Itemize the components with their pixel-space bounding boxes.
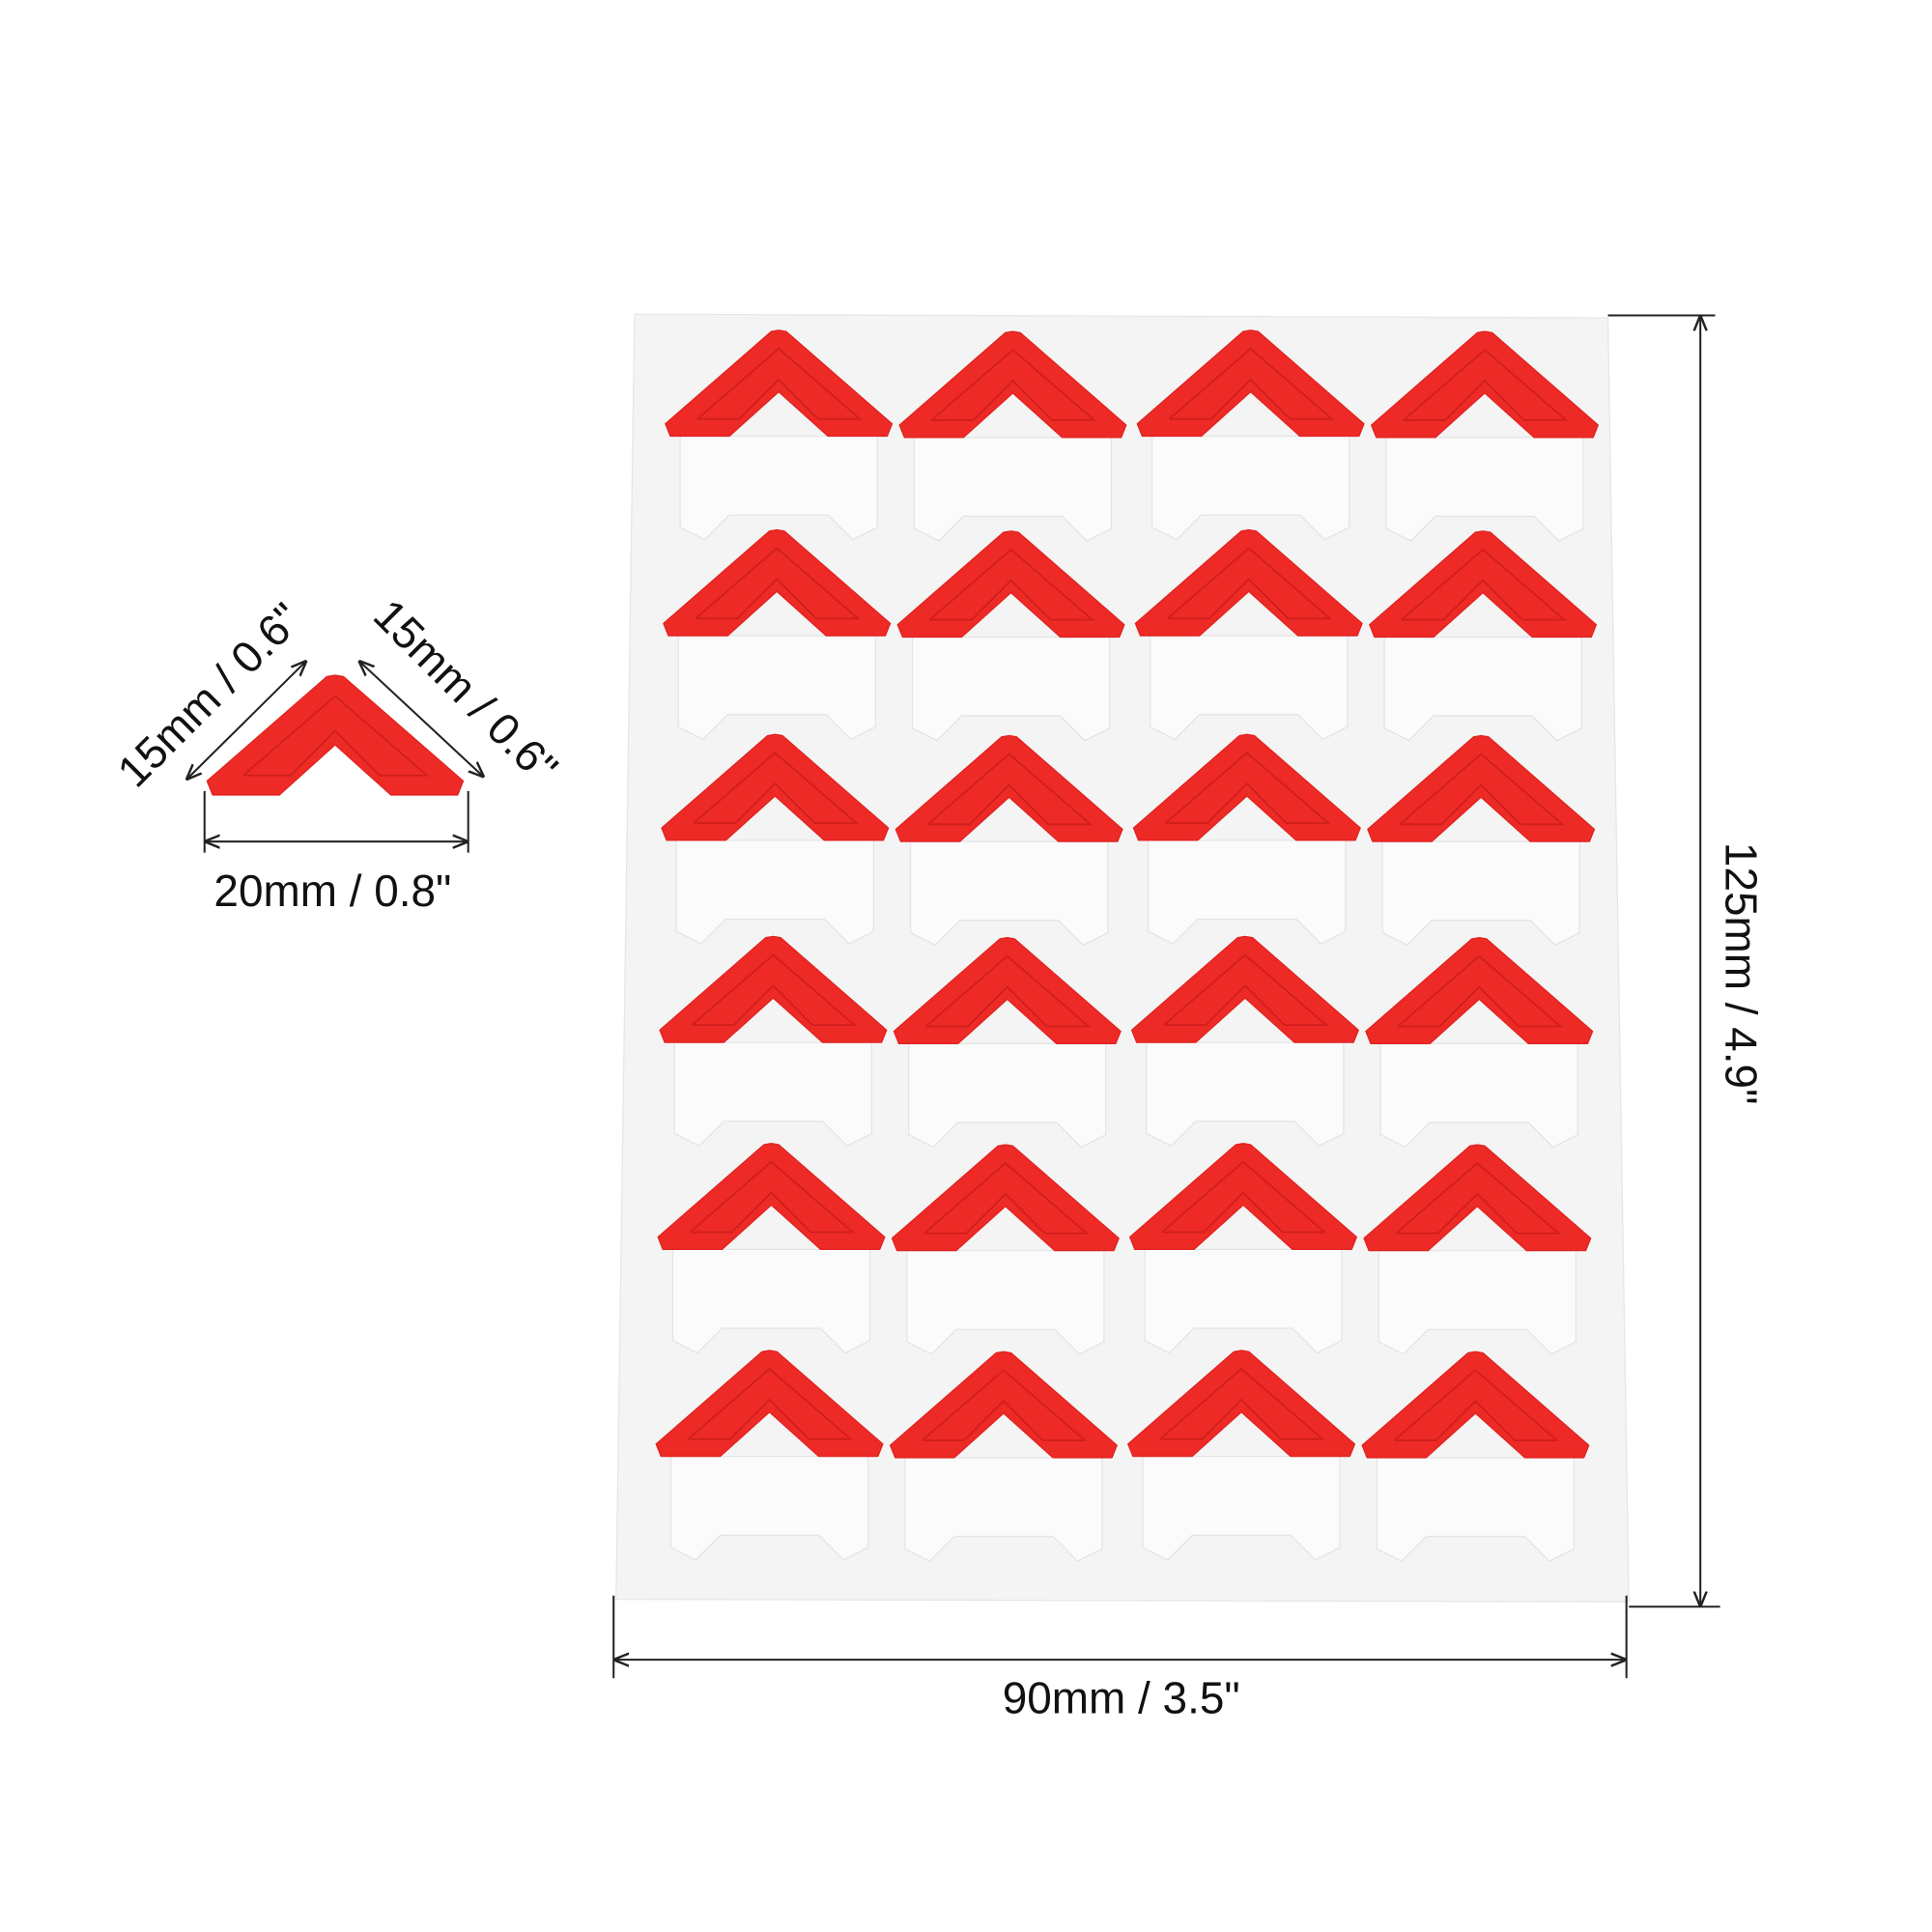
- backing-tab: [1150, 635, 1349, 741]
- red-corner: [1371, 330, 1599, 439]
- backing-tab: [677, 635, 876, 741]
- emboss-line: [930, 349, 1097, 421]
- red-corner: [1361, 1350, 1590, 1459]
- emboss-line: [1403, 349, 1569, 421]
- red-corner: [1136, 329, 1365, 438]
- backing-tab: [1385, 437, 1584, 542]
- red-corner: [1127, 1350, 1356, 1458]
- emboss-line: [695, 547, 861, 620]
- red-corner: [898, 330, 1127, 439]
- backing-tab: [1144, 1248, 1343, 1354]
- dimension-label: 125mm / 4.9": [1716, 842, 1766, 1104]
- emboss-line: [687, 1367, 854, 1440]
- red-corner: [1369, 530, 1598, 639]
- emboss-line: [1165, 752, 1331, 824]
- emboss-line: [696, 347, 863, 420]
- red-corner: [891, 1144, 1120, 1252]
- emboss-line: [923, 1161, 1090, 1235]
- dimension-line: [187, 662, 305, 779]
- backing-tab: [673, 1041, 873, 1148]
- red-corner: [655, 1350, 884, 1458]
- backing-tab: [911, 636, 1111, 742]
- red-corner: [1130, 935, 1359, 1043]
- emboss-line: [691, 953, 857, 1027]
- emboss-line: [1395, 1161, 1561, 1235]
- red-corner: [895, 734, 1123, 842]
- red-corner: [1132, 733, 1361, 841]
- emboss-line: [928, 548, 1095, 621]
- backing-tab: [1383, 636, 1582, 742]
- emboss-line: [693, 752, 859, 824]
- red-corner: [1134, 528, 1363, 637]
- backing-tab: [904, 1457, 1103, 1562]
- red-corner: [1367, 734, 1596, 842]
- emboss-line: [1397, 954, 1563, 1028]
- emboss-line: [1163, 953, 1329, 1027]
- backing-tab: [675, 839, 874, 945]
- backing-tab: [1142, 1456, 1341, 1561]
- red-corner: [1129, 1143, 1357, 1251]
- backing-tab: [1379, 1042, 1578, 1149]
- red-corner: [1365, 937, 1594, 1044]
- emboss-line: [1168, 347, 1335, 420]
- red-corner: [889, 1350, 1118, 1459]
- backing-tab: [671, 1248, 871, 1354]
- backing-tab: [1148, 839, 1347, 945]
- red-corner: [663, 528, 892, 637]
- backing-tab: [1378, 1250, 1577, 1355]
- emboss-line: [924, 954, 1092, 1028]
- backing-tab: [1151, 435, 1350, 541]
- emboss-line: [1159, 1367, 1325, 1440]
- backing-tab: [1376, 1457, 1576, 1562]
- emboss-line: [1166, 547, 1333, 620]
- emboss-line: [922, 1369, 1088, 1441]
- red-corner: [665, 329, 894, 438]
- backing-tab: [909, 840, 1109, 947]
- backing-tab: [679, 435, 878, 541]
- emboss-line: [926, 753, 1094, 826]
- backing-tab: [1381, 840, 1580, 947]
- red-corner: [661, 733, 890, 841]
- backing-tab: [906, 1250, 1105, 1355]
- emboss-line: [1393, 1369, 1560, 1441]
- red-corner: [657, 1143, 886, 1251]
- dimension-line: [359, 662, 483, 777]
- red-corner: [659, 935, 888, 1043]
- emboss-line: [1401, 548, 1567, 621]
- dimension-label: 20mm / 0.8": [213, 866, 451, 916]
- backing-tab: [669, 1456, 869, 1561]
- red-corner: [896, 530, 1125, 639]
- backing-tab: [1146, 1041, 1345, 1148]
- emboss-line: [689, 1160, 856, 1234]
- emboss-line: [1399, 753, 1565, 826]
- dimension-label: 90mm / 3.5": [1003, 1673, 1240, 1723]
- backing-tab: [908, 1042, 1107, 1149]
- red-corner: [1363, 1144, 1592, 1252]
- emboss-line: [1161, 1160, 1327, 1234]
- sticker-grid: [655, 329, 1599, 1562]
- red-corner: [893, 937, 1122, 1044]
- backing-tab: [913, 437, 1113, 542]
